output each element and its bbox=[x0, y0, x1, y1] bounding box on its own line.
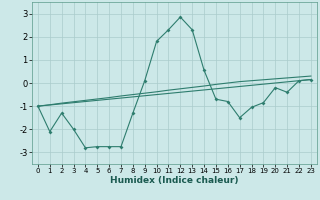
X-axis label: Humidex (Indice chaleur): Humidex (Indice chaleur) bbox=[110, 176, 239, 185]
